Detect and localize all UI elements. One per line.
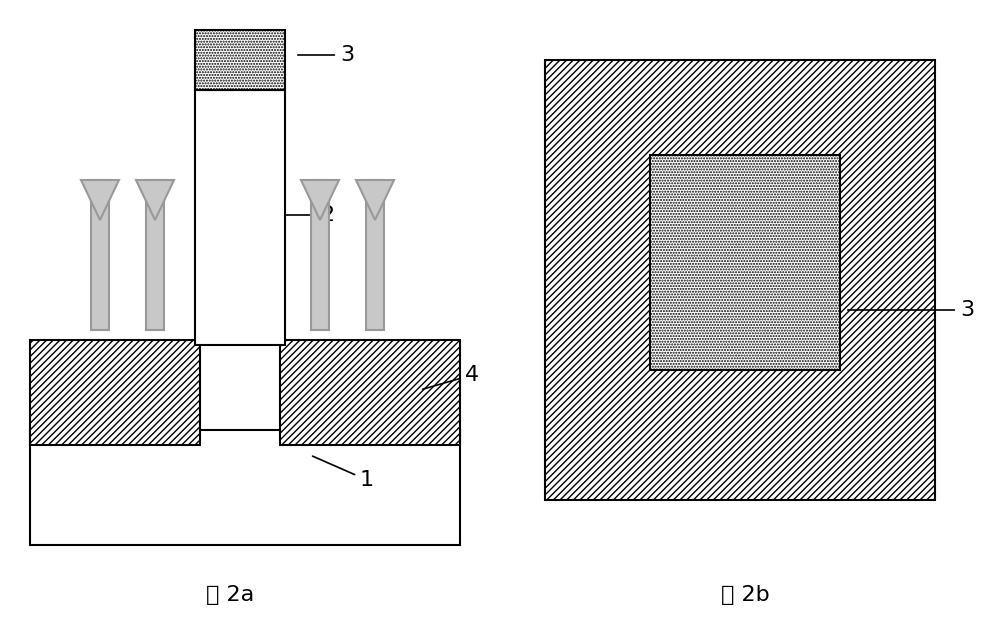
Bar	[195, 90, 285, 345]
Polygon shape	[356, 180, 394, 220]
Polygon shape	[81, 180, 119, 220]
Text: 3: 3	[848, 300, 974, 320]
Bar	[280, 340, 460, 445]
Bar	[146, 180, 164, 330]
Bar	[195, 30, 285, 90]
Polygon shape	[301, 180, 339, 220]
Bar	[30, 340, 200, 445]
Polygon shape	[136, 180, 174, 220]
Bar	[366, 180, 384, 330]
Bar	[311, 180, 329, 330]
Bar	[545, 60, 935, 500]
Text: 图 2a: 图 2a	[206, 585, 254, 605]
Text: 1: 1	[313, 456, 374, 490]
Bar	[91, 180, 109, 330]
Bar	[30, 430, 460, 545]
Text: 3: 3	[298, 45, 354, 65]
Text: 图 2b: 图 2b	[721, 585, 769, 605]
Text: 4: 4	[423, 365, 479, 389]
Bar	[650, 155, 840, 370]
Text: 2: 2	[273, 205, 334, 225]
